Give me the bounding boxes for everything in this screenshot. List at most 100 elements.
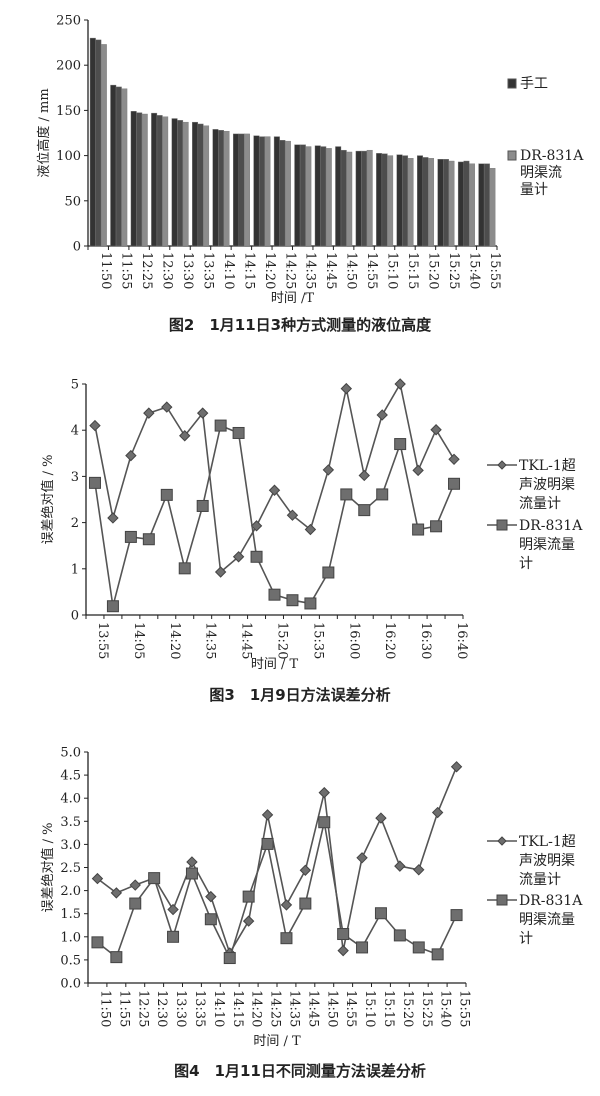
legend-label: TKL-1超 xyxy=(519,834,576,850)
legend-label: 声波明渠 xyxy=(519,477,575,493)
data-point-square xyxy=(142,533,155,546)
bar-series2 xyxy=(489,168,496,247)
bar-series2 xyxy=(305,146,312,247)
data-point-square xyxy=(376,488,389,501)
data-point-diamond xyxy=(304,523,317,536)
y-tick-label: 4.5 xyxy=(60,769,81,784)
data-point-square xyxy=(196,499,209,512)
x-tick-label: 15:15 xyxy=(381,990,396,1027)
x-tick-label: 15:20 xyxy=(275,622,290,659)
data-point-square xyxy=(204,913,217,926)
legend-label: 计 xyxy=(519,931,533,947)
x-tick-label: 14:15 xyxy=(230,990,245,1027)
x-tick-label: 14:10 xyxy=(211,990,226,1027)
x-tick-label: 15:25 xyxy=(419,990,434,1027)
data-point-square xyxy=(148,872,161,885)
x-tick-label: 15:10 xyxy=(362,990,377,1027)
data-point-diamond xyxy=(110,887,123,899)
y-tick-label: 4.0 xyxy=(60,792,81,807)
data-point-diamond xyxy=(413,864,425,876)
y-tick-label: 150 xyxy=(56,104,81,119)
data-point-square xyxy=(232,426,245,439)
data-point-square xyxy=(167,930,180,943)
y-tick-label: 1.0 xyxy=(60,930,81,945)
y-tick-label: 200 xyxy=(56,59,81,74)
data-point-diamond xyxy=(375,812,387,824)
bar-series0 xyxy=(417,155,423,247)
data-point-square xyxy=(280,932,293,945)
data-point-square xyxy=(394,438,407,451)
bar-series0 xyxy=(89,37,96,247)
legend-label: 手工 xyxy=(520,76,548,92)
data-point-diamond xyxy=(167,903,179,916)
bar-series0 xyxy=(457,161,464,247)
data-point-diamond xyxy=(214,566,227,578)
legend-label: 声波明渠 xyxy=(519,853,575,869)
bar-series0 xyxy=(335,146,342,247)
data-point-diamond xyxy=(261,809,274,821)
bar-series0 xyxy=(478,163,485,247)
data-point-diamond xyxy=(340,382,353,395)
data-point-square xyxy=(261,837,274,850)
x-tick-label: 15:55 xyxy=(457,990,472,1027)
bar-series1 xyxy=(177,120,184,247)
bar-series1 xyxy=(463,160,470,247)
data-point-diamond xyxy=(143,407,155,419)
data-point-diamond xyxy=(179,430,191,442)
data-point-square xyxy=(374,907,387,920)
data-point-square xyxy=(88,476,101,489)
y-tick-label: 0 xyxy=(73,240,81,255)
legend-label: DR-831A xyxy=(519,893,583,909)
data-point-diamond xyxy=(250,520,263,532)
data-point-diamond xyxy=(394,378,406,390)
bar-series2 xyxy=(407,158,414,247)
bar-series1 xyxy=(197,123,204,247)
legend-label: 明渠流量 xyxy=(519,537,575,553)
data-point-square xyxy=(448,477,461,490)
x-tick-label: 14:20 xyxy=(249,990,264,1027)
bar-series1 xyxy=(115,86,122,247)
data-point-diamond xyxy=(430,424,442,436)
bar-series1 xyxy=(136,112,143,247)
legend-label: 流量计 xyxy=(519,872,561,888)
data-point-diamond xyxy=(161,401,173,413)
data-point-square xyxy=(358,504,371,517)
data-point-diamond xyxy=(268,484,281,496)
data-point-square xyxy=(250,550,263,563)
y-tick-label: 2 xyxy=(71,516,79,531)
data-point-square xyxy=(129,897,142,910)
bar-series2 xyxy=(448,160,455,247)
x-tick-label: 14:55 xyxy=(364,252,379,289)
x-tick-label: 14:35 xyxy=(286,990,301,1027)
bar-series1 xyxy=(218,130,224,247)
data-point-diamond xyxy=(412,464,424,477)
x-tick-label: 15:25 xyxy=(446,252,461,289)
data-point-square xyxy=(304,597,317,610)
data-point-square xyxy=(268,588,281,601)
x-tick-label: 13:35 xyxy=(192,990,207,1027)
bar-series1 xyxy=(361,150,368,247)
data-point-square xyxy=(430,520,443,533)
bar-series2 xyxy=(121,88,128,247)
data-point-square xyxy=(393,929,406,942)
data-point-diamond xyxy=(318,786,330,799)
data-point-diamond xyxy=(431,806,444,819)
y-axis-label: 液位高度 / mm xyxy=(36,88,52,177)
data-point-square xyxy=(106,600,119,613)
legend-marker-square xyxy=(496,519,508,531)
x-tick-label: 14:10 xyxy=(221,252,236,289)
legend-label: 流量计 xyxy=(519,496,561,512)
data-point-diamond xyxy=(125,449,137,462)
x-tick-label: 14:35 xyxy=(203,622,218,659)
y-axis-label: 误差绝对值 / % xyxy=(40,455,56,545)
bar-series0 xyxy=(232,133,239,247)
y-tick-label: 1.5 xyxy=(60,907,81,922)
x-tick-label: 14:05 xyxy=(131,622,146,659)
x-tick-label: 16:20 xyxy=(382,622,397,659)
legend-label: 计 xyxy=(519,556,533,572)
legend-marker-diamond xyxy=(497,836,507,846)
data-point-square xyxy=(318,816,331,829)
data-point-diamond xyxy=(280,899,293,911)
bar-series2 xyxy=(346,151,353,247)
x-tick-label: 11:50 xyxy=(97,990,112,1027)
